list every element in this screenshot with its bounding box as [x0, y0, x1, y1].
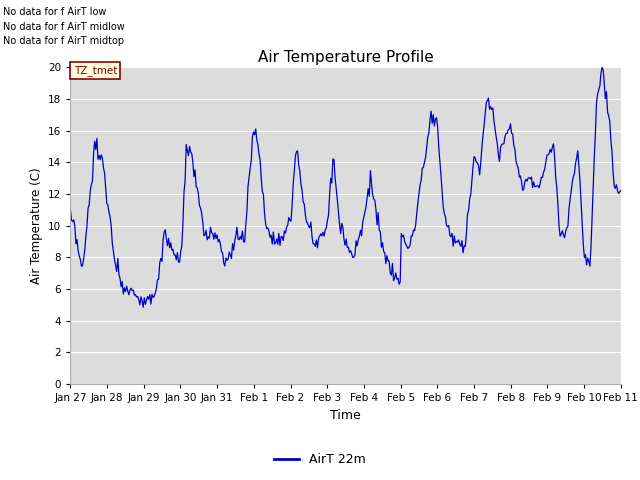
Legend: AirT 22m: AirT 22m	[269, 448, 371, 471]
Text: No data for f AirT midtop: No data for f AirT midtop	[3, 36, 124, 46]
Text: No data for f AirT midlow: No data for f AirT midlow	[3, 22, 125, 32]
Y-axis label: Air Temperature (C): Air Temperature (C)	[29, 168, 43, 284]
Text: No data for f AirT low: No data for f AirT low	[3, 7, 107, 17]
X-axis label: Time: Time	[330, 408, 361, 421]
Text: TZ_tmet: TZ_tmet	[74, 65, 117, 76]
Title: Air Temperature Profile: Air Temperature Profile	[258, 49, 433, 65]
